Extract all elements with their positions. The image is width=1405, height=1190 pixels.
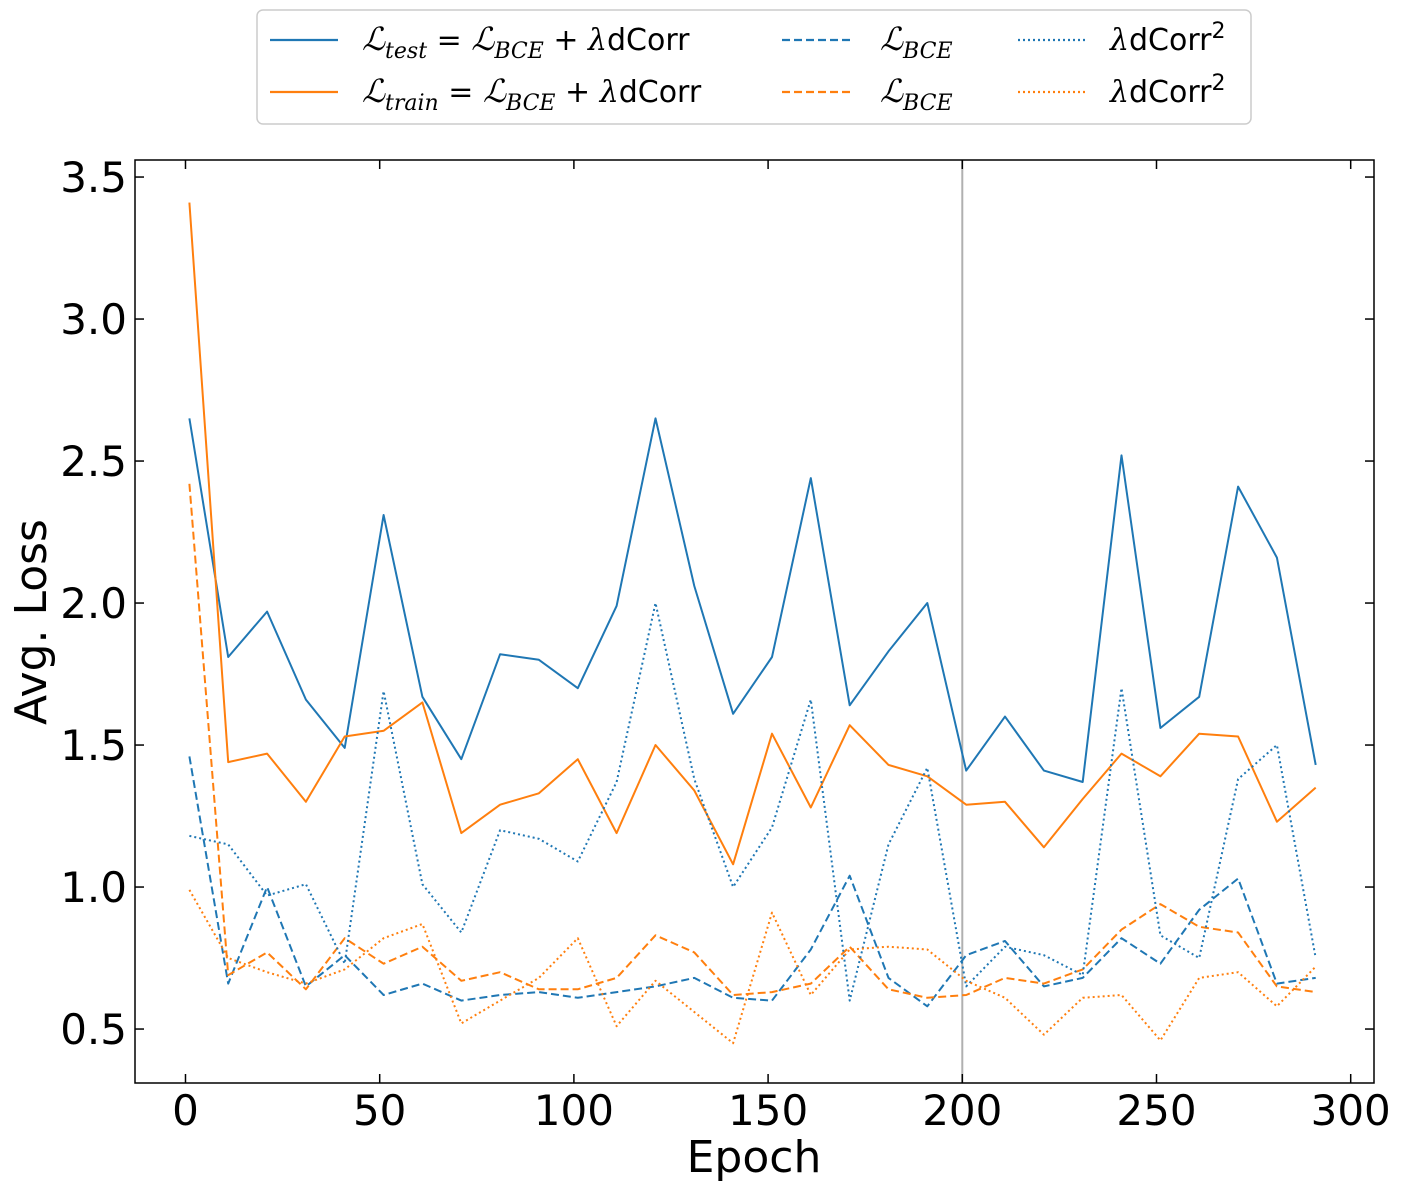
series-line-3 (188, 756, 1316, 1008)
y-tick-label: 3.0 (60, 295, 127, 344)
x-tick-label: 250 (1116, 1086, 1196, 1135)
y-tick-label: 2.5 (60, 437, 127, 486)
x-tick-label: 100 (534, 1086, 614, 1135)
plot-frame (134, 159, 1375, 1084)
x-tick-label: 200 (922, 1086, 1002, 1135)
y-tick-label: 2.0 (60, 579, 127, 628)
legend-label-dcorr-test: λdCorr2 (1109, 19, 1226, 58)
y-tick-label: 3.5 (60, 153, 127, 202)
x-axis-title: Epoch (687, 1132, 822, 1183)
series-line-6 (188, 889, 1317, 1045)
y-tick-label: 1.0 (60, 863, 127, 912)
x-tick-label: 50 (353, 1086, 406, 1135)
x-tick-label: 150 (728, 1086, 808, 1135)
y-axis-title: Avg. Loss (6, 519, 57, 725)
legend-label-train: ℒtrain = ℒBCE + λdCorr (362, 72, 702, 116)
legend-label-bce-test: ℒBCE (880, 20, 953, 64)
x-tick-label: 300 (1311, 1086, 1391, 1135)
series-line-5 (189, 602, 1317, 1002)
y-tick-label: 0.5 (60, 1005, 127, 1054)
legend-label-dcorr-train: λdCorr2 (1109, 71, 1226, 110)
plot-area: 0 50 100 150 200 250 300 0.5 1.0 1.5 2.0 2.5 3.0 3.5 (60, 153, 1391, 1135)
legend: ℒtest = ℒBCE + λdCorr ℒtrain = ℒBCE + λd… (256, 9, 1252, 125)
series-line-1 (188, 417, 1317, 783)
legend-label-bce-train: ℒBCE (880, 72, 953, 116)
series-line-2 (188, 202, 1317, 866)
y-tick-label: 1.5 (60, 721, 127, 770)
x-tick-label: 0 (172, 1086, 199, 1135)
series-line-4 (188, 483, 1316, 999)
legend-label-test: ℒtest = ℒBCE + λdCorr (362, 20, 690, 64)
legend-frame (256, 9, 1252, 125)
